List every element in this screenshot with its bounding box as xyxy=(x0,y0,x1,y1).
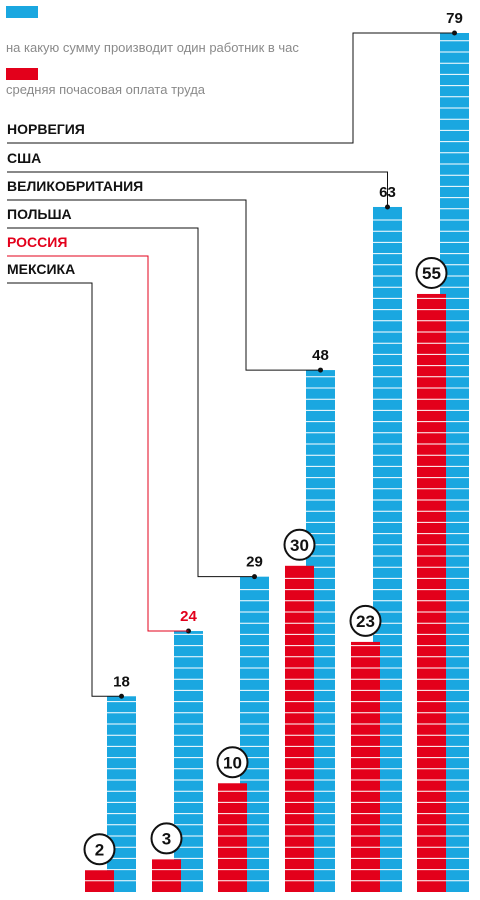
leader-line-сша xyxy=(7,171,388,207)
wage-value-circle-норвегия xyxy=(415,256,448,289)
wage-value-польша: 10 xyxy=(223,753,242,772)
country-label-россия: РОССИЯ xyxy=(7,234,67,250)
productivity-value-мексика: 18 xyxy=(113,673,130,690)
wage-value-circle-мексика xyxy=(83,833,116,866)
wage-value-великобритания: 30 xyxy=(290,536,309,555)
wage-value-circle-великобритания xyxy=(283,528,316,561)
productivity-value-россия: 24 xyxy=(180,608,197,625)
productivity-bar-россия xyxy=(174,631,203,892)
legend: на какую сумму производит один работник … xyxy=(6,6,346,97)
wage-value-россия: 3 xyxy=(162,829,171,848)
wage-bar-великобритания xyxy=(285,565,314,892)
wage-value-мексика: 2 xyxy=(95,840,104,859)
productivity-value-великобритания: 48 xyxy=(312,347,329,364)
legend-label-wage: средняя почасовая оплата труда xyxy=(6,82,206,97)
country-label-мексика: МЕКСИКА xyxy=(7,261,75,277)
productivity-value-польша: 29 xyxy=(246,554,263,571)
wage-bar-польша xyxy=(218,783,247,892)
leader-line-россия xyxy=(7,255,189,632)
wage-value-circle-россия xyxy=(150,822,183,855)
wage-bar-норвегия xyxy=(417,293,446,892)
leader-line-норвегия xyxy=(7,32,455,144)
leader-line-польша xyxy=(7,227,255,578)
wage-value-circle-сша xyxy=(349,604,382,637)
productivity-value-норвегия: 79 xyxy=(446,10,463,27)
country-label-сша: США xyxy=(7,150,41,166)
country-label-великобритания: ВЕЛИКОБРИТАНИЯ xyxy=(7,178,143,194)
legend-swatch-wage xyxy=(6,68,38,80)
legend-label-productivity: на какую сумму производит один работник … xyxy=(6,40,299,55)
leader-line-мексика xyxy=(7,282,122,697)
country-label-норвегия: НОРВЕГИЯ xyxy=(7,121,85,137)
wage-value-circle-польша xyxy=(216,746,249,779)
productivity-bar-мексика xyxy=(107,696,136,892)
wage-value-норвегия: 55 xyxy=(422,264,441,283)
country-label-польша: ПОЛЬША xyxy=(7,206,72,222)
wage-value-сша: 23 xyxy=(356,612,375,631)
legend-swatch-productivity xyxy=(6,6,38,18)
wage-bar-россия xyxy=(152,859,181,892)
leader-line-великобритания xyxy=(7,199,321,371)
wage-bar-сша xyxy=(351,641,380,892)
